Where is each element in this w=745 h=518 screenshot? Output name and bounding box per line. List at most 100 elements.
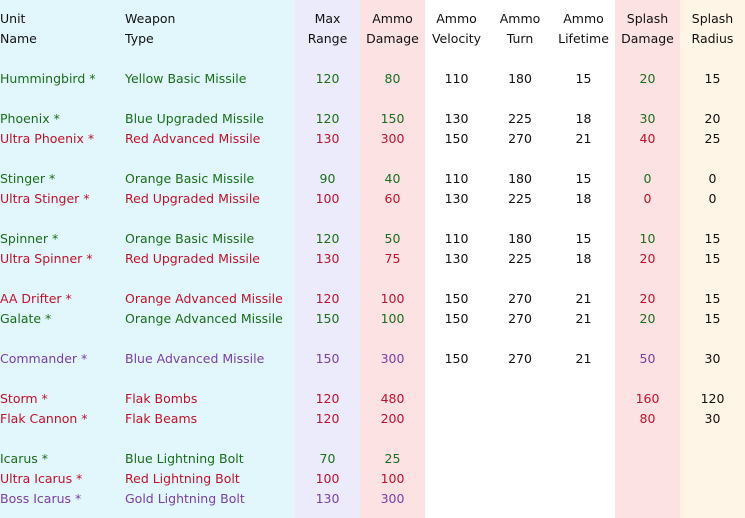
ammo-lifetime-cell: 15 [575, 71, 592, 86]
unit-name-cell: Icarus * [0, 451, 49, 466]
header-row-2: Name Type Range Damage Velocity Turn Lif… [0, 29, 745, 49]
unit-name-cell: Flak Cannon * [0, 411, 88, 426]
splash-damage-cell: 10 [639, 231, 656, 246]
header-damage-line1: Ammo [372, 11, 413, 26]
splash-damage-cell: 20 [639, 251, 656, 266]
header-weapon-line1: Weapon [125, 11, 176, 26]
ammo-lifetime-cell: 15 [575, 231, 592, 246]
weapon-type-cell: Gold Lightning Bolt [125, 491, 245, 506]
weapon-type-cell: Blue Upgraded Missile [125, 111, 264, 126]
weapon-stats-body: Hummingbird * Yellow Basic Missile 120 80 11… [0, 49, 745, 509]
unit-weapon-column-band [0, 0, 295, 518]
ammo-turn-cell: 270 [508, 311, 532, 326]
max-range-cell: 90 [319, 171, 336, 186]
weapon-type-cell: Blue Lightning Bolt [125, 451, 244, 466]
ammo-lifetime-cell [552, 409, 615, 429]
header-range-line1: Max [314, 11, 341, 26]
max-range-cell: 120 [315, 291, 340, 306]
splash-radius-cell: 20 [704, 111, 721, 126]
ammo-lifetime-cell: 18 [575, 191, 592, 206]
splash-radius-cell: 15 [704, 311, 721, 326]
ammo-damage-cell: 100 [380, 291, 405, 306]
header-unit-line2: Name [0, 31, 37, 46]
unit-name-cell: Ultra Spinner * [0, 251, 93, 266]
ammo-velocity-cell [425, 389, 488, 409]
table-row: Phoenix * Blue Upgraded Missile 120 150 130 2… [0, 109, 745, 129]
max-range-cell: 150 [315, 311, 340, 326]
ammo-velocity-cell: 150 [444, 351, 469, 366]
header-splash-radius-line1: Splash [691, 11, 734, 26]
splash-radius-cell: 15 [704, 71, 721, 86]
group-spacer [0, 149, 745, 169]
splash-radius-cell: 25 [704, 131, 721, 146]
ammo-lifetime-cell: 15 [575, 171, 592, 186]
ammo-velocity-cell: 110 [444, 71, 469, 86]
ammo-lifetime-cell [552, 389, 615, 409]
header-lifetime-line2: Lifetime [558, 31, 609, 46]
ammo-lifetime-cell: 18 [575, 251, 592, 266]
group-spacer [0, 269, 745, 289]
ammo-damage-cell: 80 [384, 71, 401, 86]
weapon-type-cell: Orange Advanced Missile [125, 291, 283, 306]
max-range-cell: 100 [315, 471, 340, 486]
ammo-damage-cell: 300 [380, 131, 405, 146]
ammo-lifetime-cell: 21 [575, 291, 592, 306]
ammo-lifetime-cell [552, 489, 615, 509]
splash-damage-cell [615, 449, 680, 469]
table-row: Stinger * Orange Basic Missile 90 40 110 180 1… [0, 169, 745, 189]
weapon-type-cell: Red Lightning Bolt [125, 471, 240, 486]
splash-radius-cell: 0 [708, 191, 717, 206]
splash-damage-cell: 0 [643, 171, 652, 186]
ammo-turn-cell: 270 [508, 351, 532, 366]
splash-damage-cell: 20 [639, 71, 656, 86]
weapon-type-cell: Red Upgraded Missile [125, 191, 260, 206]
ammo-damage-cell: 300 [380, 351, 405, 366]
group-spacer [0, 329, 745, 349]
unit-name-cell: Phoenix * [0, 111, 60, 126]
table-row: Ultra Icarus * Red Lightning Bolt 100 100 [0, 469, 745, 489]
ammo-stats-column-band [425, 0, 615, 518]
unit-name-cell: Galate * [0, 311, 52, 326]
ammo-turn-cell [488, 489, 552, 509]
ammo-damage-column-band [360, 0, 425, 518]
header-unit-line1: Unit [0, 11, 26, 26]
header-splash-damage-line2: Damage [621, 31, 674, 46]
group-spacer [0, 369, 745, 389]
splash-damage-cell: 20 [639, 311, 656, 326]
ammo-turn-cell: 180 [508, 231, 532, 246]
ammo-damage-cell: 75 [384, 251, 401, 266]
ammo-velocity-cell: 150 [444, 311, 469, 326]
table-row: Storm * Flak Bombs 120 480 160 120 [0, 389, 745, 409]
splash-radius-cell: 15 [704, 291, 721, 306]
ammo-turn-cell: 225 [508, 111, 532, 126]
ammo-lifetime-cell [552, 469, 615, 489]
ammo-velocity-cell [425, 449, 488, 469]
weapon-type-cell: Red Upgraded Missile [125, 251, 260, 266]
max-range-cell: 150 [315, 351, 340, 366]
unit-name-cell: Commander * [0, 351, 88, 366]
group-spacer [0, 209, 745, 229]
max-range-cell: 130 [315, 131, 340, 146]
ammo-velocity-cell [425, 409, 488, 429]
header-row-1: Unit Weapon Max Ammo Ammo Ammo Ammo Spla… [0, 9, 745, 29]
unit-name-cell: Spinner * [0, 231, 59, 246]
splash-radius-column-band [680, 0, 745, 518]
range-column-band [295, 0, 360, 518]
ammo-velocity-cell: 130 [444, 251, 469, 266]
splash-damage-cell [615, 489, 680, 509]
ammo-velocity-cell: 130 [444, 191, 469, 206]
splash-radius-cell: 30 [704, 411, 721, 426]
ammo-damage-cell: 60 [384, 191, 401, 206]
weapon-type-cell: Orange Basic Missile [125, 171, 255, 186]
table-row: Ultra Spinner * Red Upgraded Missile 130 75… [0, 249, 745, 269]
unit-name-cell: Stinger * [0, 171, 56, 186]
ammo-lifetime-cell [552, 449, 615, 469]
splash-radius-cell [680, 489, 745, 509]
ammo-damage-cell: 300 [380, 491, 405, 506]
splash-damage-cell: 40 [639, 131, 656, 146]
weapon-type-cell: Flak Beams [125, 411, 198, 426]
header-damage-line2: Damage [366, 31, 419, 46]
unit-name-cell: Storm * [0, 391, 48, 406]
ammo-damage-cell: 50 [384, 231, 401, 246]
splash-radius-cell: 120 [700, 391, 725, 406]
